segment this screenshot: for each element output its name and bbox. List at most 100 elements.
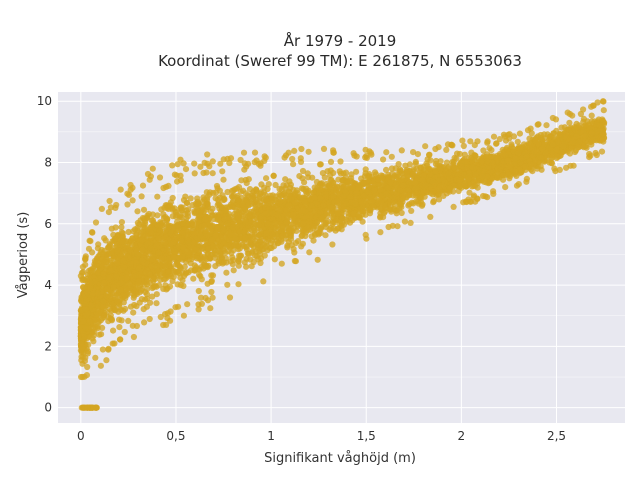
data-point (242, 234, 249, 241)
data-point (371, 187, 378, 194)
data-point (119, 238, 126, 245)
data-point (277, 236, 285, 243)
data-point (348, 171, 355, 178)
data-point (153, 300, 160, 307)
data-point (116, 324, 123, 331)
data-point (290, 211, 297, 218)
data-point (195, 287, 202, 295)
data-point (301, 179, 308, 186)
data-point (465, 175, 472, 183)
data-point (292, 190, 299, 197)
data-point (144, 212, 151, 219)
data-point (435, 191, 442, 198)
data-point (202, 263, 209, 270)
data-point (257, 259, 264, 267)
data-point (505, 171, 512, 178)
data-point (88, 302, 95, 309)
data-point (290, 245, 297, 253)
data-point (130, 309, 137, 316)
data-point (92, 259, 99, 266)
data-point (569, 138, 576, 145)
data-point (344, 179, 351, 186)
data-point (243, 263, 250, 270)
data-point (153, 283, 160, 290)
data-point (566, 119, 573, 126)
data-point (271, 256, 278, 263)
data-point (133, 303, 140, 310)
data-point (514, 138, 521, 145)
data-point (429, 188, 437, 195)
data-point (600, 107, 607, 114)
data-point (149, 211, 156, 218)
data-point (272, 181, 279, 189)
data-point (187, 195, 194, 202)
data-point (455, 187, 462, 195)
data-point (161, 204, 168, 211)
data-point (125, 228, 132, 236)
data-point (500, 172, 507, 179)
data-point (105, 292, 112, 299)
data-point (461, 151, 468, 158)
data-point (134, 208, 141, 215)
data-point (220, 176, 227, 183)
data-point (269, 230, 276, 238)
data-point (336, 168, 343, 175)
data-point (388, 165, 395, 172)
data-point (248, 263, 255, 270)
data-point (532, 137, 539, 144)
data-point (114, 246, 121, 254)
data-point (229, 224, 236, 231)
data-point (143, 291, 151, 298)
data-point (139, 257, 146, 264)
data-point (437, 158, 444, 165)
data-point (302, 208, 309, 215)
data-point (182, 193, 189, 200)
data-point (488, 147, 495, 154)
data-point (177, 274, 184, 281)
data-point (195, 266, 202, 273)
data-point (417, 164, 425, 171)
data-point (588, 138, 595, 145)
data-points (77, 98, 608, 411)
data-point (394, 171, 401, 178)
data-point (174, 219, 181, 226)
data-point (256, 248, 263, 255)
data-point (353, 168, 360, 175)
data-point (127, 303, 135, 310)
data-point (346, 219, 354, 226)
data-point (526, 135, 533, 142)
data-point (156, 228, 163, 235)
data-point (255, 221, 262, 228)
data-point (472, 171, 479, 178)
data-point (110, 327, 117, 334)
data-point (412, 160, 419, 167)
data-point (108, 316, 115, 323)
data-point (321, 174, 328, 181)
data-point (269, 203, 277, 210)
data-point (378, 198, 385, 205)
data-point (113, 273, 120, 280)
data-point (119, 230, 126, 237)
data-point (299, 167, 307, 175)
data-point (529, 168, 536, 175)
data-point (178, 237, 185, 244)
data-point (129, 235, 136, 242)
data-point (99, 250, 107, 257)
data-point (596, 127, 603, 134)
data-point (153, 242, 160, 249)
data-point (168, 240, 175, 247)
data-point (210, 243, 217, 250)
data-point (292, 239, 299, 247)
data-point (432, 160, 439, 167)
data-point (398, 209, 405, 217)
data-point (468, 149, 475, 156)
data-point (140, 206, 148, 213)
data-point (378, 172, 385, 179)
data-point (112, 235, 119, 242)
data-point (449, 158, 456, 166)
data-point (402, 162, 409, 169)
data-point (120, 307, 127, 314)
data-point (584, 118, 591, 125)
data-point (466, 189, 473, 196)
data-point (114, 292, 121, 299)
